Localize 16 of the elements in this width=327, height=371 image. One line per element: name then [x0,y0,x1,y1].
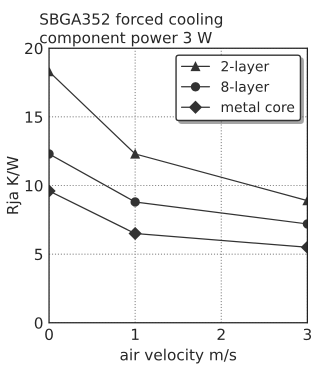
y-tick-label: 5 [34,248,42,260]
x-tick-label: 2 [218,328,225,340]
y-tick-label: 20 [25,42,42,54]
legend-label: metal core [222,102,294,112]
y-tick-label: 0 [34,317,42,329]
legend-label: 8-layer [221,81,270,95]
legend-label: 2-layer [222,60,270,74]
y-tick-label: 15 [26,112,42,123]
x-tick-label: 1 [132,328,139,340]
x-axis-title: air velocity m/s [120,348,236,364]
chart-subtitle: component power 3 W [40,32,212,46]
y-tick-label: 10 [26,180,42,192]
x-tick-label: 0 [45,328,53,340]
x-tick-label: 3 [304,328,312,340]
y-axis-title: Rja K/W [6,156,22,214]
chart-title: SBGA352 forced cooling [40,12,222,28]
